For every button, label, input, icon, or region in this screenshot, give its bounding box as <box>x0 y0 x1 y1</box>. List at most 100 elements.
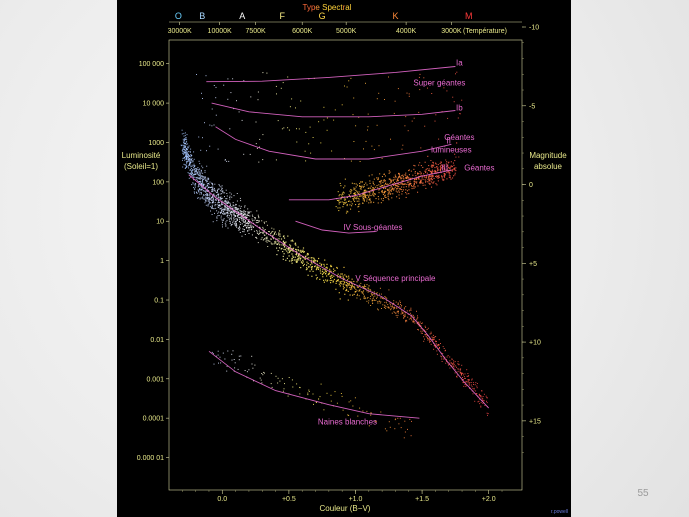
star-point <box>342 194 344 196</box>
star-point <box>372 190 374 192</box>
star-point <box>450 362 452 364</box>
star-point <box>213 196 215 198</box>
star-point <box>184 156 185 158</box>
star-point <box>221 198 222 199</box>
star-point <box>283 248 285 251</box>
star-point <box>378 300 380 302</box>
star-point <box>238 212 240 214</box>
star-point <box>441 358 443 360</box>
star-point <box>471 386 473 388</box>
star-point <box>421 330 423 332</box>
star-point <box>212 353 214 355</box>
star-point <box>454 361 456 363</box>
star-point <box>428 338 430 340</box>
star-point <box>263 238 265 240</box>
star-point <box>275 239 277 241</box>
star-point <box>326 263 328 265</box>
star-point <box>231 359 233 361</box>
star-point <box>215 207 217 209</box>
star-point <box>384 192 386 194</box>
star-point <box>216 195 218 197</box>
star-point <box>249 215 251 217</box>
star-point <box>456 371 458 373</box>
star-point <box>224 201 226 203</box>
star-point <box>486 402 488 404</box>
star-point <box>307 394 309 396</box>
star-point <box>438 345 440 347</box>
star-point <box>217 191 219 193</box>
star-point <box>459 372 461 374</box>
star-point <box>397 183 399 185</box>
star-point <box>213 189 215 191</box>
star-point <box>221 209 223 211</box>
star-point <box>292 248 294 250</box>
temperature-tick-label: 6000K <box>292 28 313 35</box>
star-point <box>440 167 442 169</box>
star-point <box>233 223 235 225</box>
star-point <box>420 181 422 183</box>
star-point <box>450 178 452 180</box>
star-point <box>262 72 264 74</box>
star-point <box>197 176 199 178</box>
star-point <box>295 259 297 261</box>
star-point <box>291 253 293 255</box>
star-point <box>456 374 458 376</box>
star-point <box>233 219 235 221</box>
star-point <box>408 170 410 172</box>
star-point <box>365 280 367 281</box>
star-point <box>221 193 222 195</box>
star-point <box>374 295 376 297</box>
star-point <box>394 178 396 180</box>
star-point <box>226 215 228 217</box>
star-point <box>410 307 412 309</box>
star-point <box>314 260 316 262</box>
star-point <box>349 284 351 287</box>
star-point <box>282 236 285 238</box>
star-point <box>416 178 418 180</box>
star-point <box>262 159 264 161</box>
star-point <box>415 175 417 177</box>
star-point <box>268 231 270 232</box>
star-point <box>311 275 313 277</box>
star-point <box>211 351 213 353</box>
star-point <box>200 149 202 151</box>
star-point <box>467 379 469 381</box>
star-point <box>192 165 194 167</box>
star-point <box>293 259 295 261</box>
star-point <box>368 191 370 193</box>
star-point <box>388 178 390 180</box>
star-point <box>275 241 277 242</box>
star-point <box>413 117 415 119</box>
star-point <box>405 319 407 321</box>
star-point <box>363 200 365 202</box>
chart-title-part: al <box>345 3 351 12</box>
star-point <box>419 321 421 323</box>
star-point <box>353 280 355 283</box>
star-point <box>394 186 396 188</box>
star-point <box>232 350 234 352</box>
right-tick-label: -10 <box>529 25 539 32</box>
star-point <box>375 421 377 423</box>
star-point <box>417 172 419 174</box>
star-point <box>226 365 228 367</box>
hr-diagram-panel: O B A F G K M 30000K 10000K 7500K 6000K 5000K 4000K 3… <box>117 0 571 517</box>
star-point <box>232 221 234 223</box>
star-point <box>342 275 344 277</box>
star-point <box>197 197 198 199</box>
star-point <box>282 258 284 260</box>
star-point <box>373 184 375 186</box>
star-point <box>342 196 344 198</box>
star-point <box>468 384 470 386</box>
star-point <box>296 261 298 263</box>
star-point <box>377 308 378 310</box>
star-point <box>380 198 382 200</box>
star-point <box>413 321 415 322</box>
star-point <box>424 338 425 340</box>
star-point <box>425 170 427 172</box>
star-point <box>434 336 436 338</box>
star-point <box>341 273 343 275</box>
star-point <box>436 350 438 352</box>
star-point <box>270 242 272 244</box>
star-point <box>407 183 409 185</box>
star-point <box>204 187 206 189</box>
